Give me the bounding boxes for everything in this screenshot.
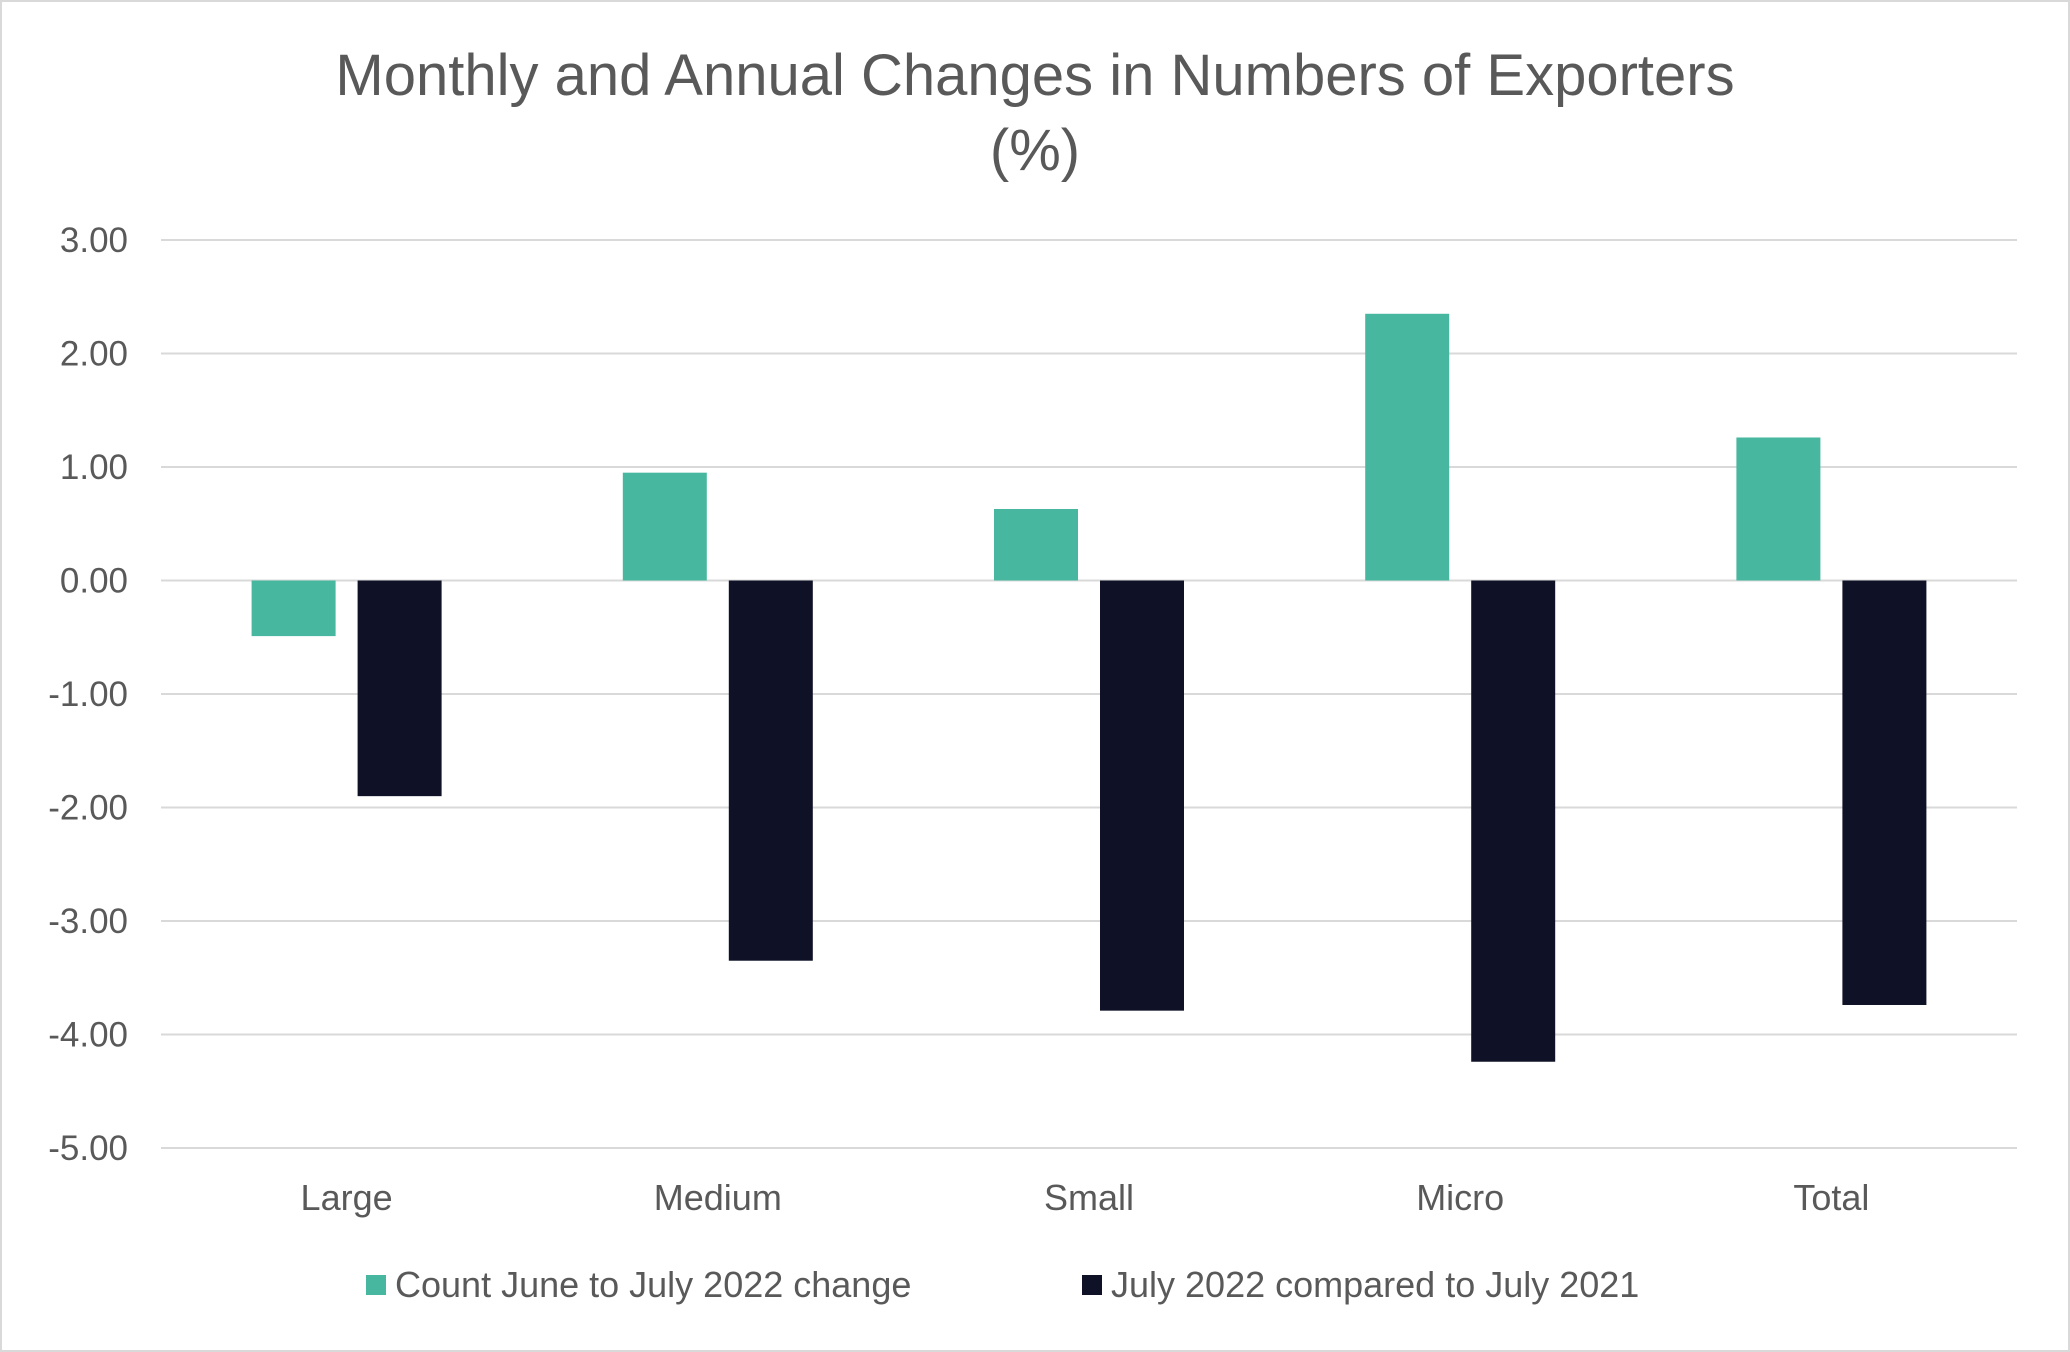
y-axis: 3.00 2.00 1.00 0.00 -1.00 -2.00 -3.00 -4.00 -5.0… <box>48 221 128 1168</box>
bar-medium-series-1 <box>728 580 813 961</box>
y-tick-label: -1.00 <box>48 675 128 714</box>
y-tick-label: -4.00 <box>48 1016 128 1055</box>
bar-large-series-0 <box>251 580 336 637</box>
bars <box>251 313 1927 1062</box>
bar-large-series-1 <box>357 580 442 797</box>
x-tick-label: Large <box>301 1177 393 1218</box>
y-tick-label: 0.00 <box>60 562 128 601</box>
y-tick-label: -3.00 <box>48 902 128 941</box>
x-tick-label: Medium <box>654 1177 782 1218</box>
x-tick-label: Total <box>1793 1177 1869 1218</box>
bar-total-series-1 <box>1842 580 1927 1005</box>
y-tick-label: 1.00 <box>60 448 128 487</box>
x-axis: Large Medium Small Micro Total <box>301 1177 1870 1218</box>
bar-small-series-0 <box>994 508 1078 581</box>
gridlines <box>161 239 2017 1149</box>
bar-micro-series-1 <box>1471 580 1556 1062</box>
bar-total-series-0 <box>1736 437 1821 581</box>
bar-medium-series-0 <box>622 472 707 581</box>
y-tick-label: 3.00 <box>60 221 128 260</box>
bar-micro-series-0 <box>1365 313 1450 581</box>
legend-swatch-annual <box>1082 1275 1102 1295</box>
legend: Count June to July 2022 change July 2022… <box>366 1264 1639 1305</box>
legend-label-annual: July 2022 compared to July 2021 <box>1111 1264 1639 1305</box>
y-tick-label: -5.00 <box>48 1129 128 1168</box>
legend-label-monthly: Count June to July 2022 change <box>395 1264 911 1305</box>
y-tick-label: -2.00 <box>48 789 128 828</box>
x-tick-label: Micro <box>1416 1177 1504 1218</box>
x-tick-label: Small <box>1044 1177 1134 1218</box>
legend-swatch-monthly <box>366 1275 386 1295</box>
y-tick-label: 2.00 <box>60 335 128 374</box>
bar-small-series-1 <box>1100 580 1184 1011</box>
chart-subtitle: (%) <box>990 118 1080 183</box>
chart-title: Monthly and Annual Changes in Numbers of… <box>335 43 1734 108</box>
